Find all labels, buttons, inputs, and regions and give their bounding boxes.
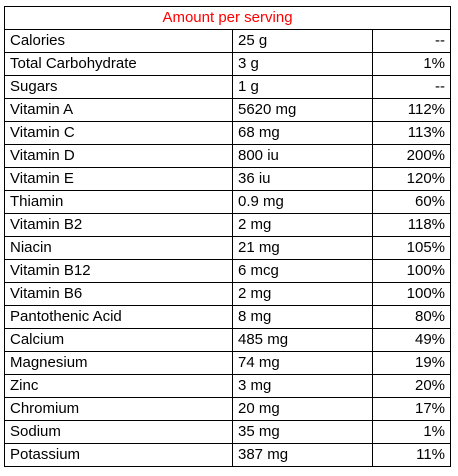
header-row: Amount per serving (3, 6, 452, 30)
nutrient-amount: 3 mg (232, 374, 373, 398)
nutrient-name: Magnesium (4, 351, 233, 375)
amount-per-serving-header: Amount per serving (3, 6, 452, 30)
nutrient-daily-value: 113% (371, 121, 452, 145)
nutrient-row: Total Carbohydrate 3 g 1% (4, 52, 452, 76)
nutrient-amount: 3 g (232, 52, 373, 76)
nutrient-name: Calcium (4, 328, 233, 352)
nutrient-name: Total Carbohydrate (4, 52, 233, 76)
nutrient-row: Thiamin 0.9 mg 60% (4, 190, 452, 214)
nutrient-daily-value: 1% (371, 420, 452, 444)
nutrient-amount: 8 mg (232, 305, 373, 329)
nutrient-name: Potassium (4, 443, 233, 467)
nutrient-name: Sodium (4, 420, 233, 444)
nutrient-amount: 25 g (232, 29, 373, 53)
nutrient-name: Sugars (4, 75, 233, 99)
nutrition-table-body: Amount per serving Calories 25 g -- Total C… (3, 6, 452, 467)
nutrient-daily-value: 60% (371, 190, 452, 214)
nutrient-row: Calcium 485 mg 49% (4, 328, 452, 352)
nutrient-row: Potassium 387 mg 11% (4, 443, 452, 467)
nutrient-daily-value: 19% (371, 351, 452, 375)
nutrient-amount: 21 mg (232, 236, 373, 260)
nutrient-row: Calories 25 g -- (4, 29, 452, 53)
nutrient-daily-value: 80% (371, 305, 452, 329)
nutrient-row: Vitamin C 68 mg 113% (4, 121, 452, 145)
nutrient-row: Vitamin B12 6 mcg 100% (4, 259, 452, 283)
nutrient-daily-value: 49% (371, 328, 452, 352)
nutrient-name: Pantothenic Acid (4, 305, 233, 329)
nutrient-amount: 485 mg (232, 328, 373, 352)
nutrient-daily-value: -- (371, 29, 452, 53)
nutrient-daily-value: 17% (371, 397, 452, 421)
nutrient-row: Niacin 21 mg 105% (4, 236, 452, 260)
nutrient-amount: 68 mg (232, 121, 373, 145)
nutrient-daily-value: 105% (371, 236, 452, 260)
nutrient-daily-value: 20% (371, 374, 452, 398)
nutrient-name: Chromium (4, 397, 233, 421)
nutrition-facts-table: Amount per serving Calories 25 g -- Total C… (3, 6, 452, 467)
nutrient-daily-value: 100% (371, 282, 452, 306)
nutrient-amount: 5620 mg (232, 98, 373, 122)
nutrient-amount: 387 mg (232, 443, 373, 467)
nutrient-daily-value: 200% (371, 144, 452, 168)
nutrient-name: Vitamin B12 (4, 259, 233, 283)
nutrient-daily-value: 120% (371, 167, 452, 191)
nutrient-name: Zinc (4, 374, 233, 398)
nutrient-name: Calories (4, 29, 233, 53)
nutrient-amount: 20 mg (232, 397, 373, 421)
nutrient-daily-value: 100% (371, 259, 452, 283)
nutrient-row: Vitamin E 36 iu 120% (4, 167, 452, 191)
nutrient-amount: 0.9 mg (232, 190, 373, 214)
nutrient-amount: 800 iu (232, 144, 373, 168)
nutrient-row: Pantothenic Acid 8 mg 80% (4, 305, 452, 329)
nutrient-name: Vitamin E (4, 167, 233, 191)
nutrient-daily-value: 11% (371, 443, 452, 467)
nutrient-daily-value: 118% (371, 213, 452, 237)
nutrient-amount: 1 g (232, 75, 373, 99)
nutrient-name: Vitamin B2 (4, 213, 233, 237)
nutrient-amount: 74 mg (232, 351, 373, 375)
nutrient-row: Magnesium 74 mg 19% (4, 351, 452, 375)
nutrient-amount: 2 mg (232, 282, 373, 306)
nutrient-name: Thiamin (4, 190, 233, 214)
nutrient-daily-value: 112% (371, 98, 452, 122)
nutrient-row: Zinc 3 mg 20% (4, 374, 452, 398)
nutrient-row: Vitamin D 800 iu 200% (4, 144, 452, 168)
nutrient-amount: 35 mg (232, 420, 373, 444)
nutrient-row: Vitamin B6 2 mg 100% (4, 282, 452, 306)
nutrient-row: Sodium 35 mg 1% (4, 420, 452, 444)
nutrient-amount: 6 mcg (232, 259, 373, 283)
nutrient-amount: 36 iu (232, 167, 373, 191)
nutrient-name: Vitamin A (4, 98, 233, 122)
nutrient-name: Vitamin C (4, 121, 233, 145)
nutrient-amount: 2 mg (232, 213, 373, 237)
nutrient-daily-value: -- (371, 75, 452, 99)
nutrient-daily-value: 1% (371, 52, 452, 76)
nutrient-name: Vitamin B6 (4, 282, 233, 306)
nutrient-row: Sugars 1 g -- (4, 75, 452, 99)
nutrient-row: Vitamin A 5620 mg 112% (4, 98, 452, 122)
nutrient-name: Vitamin D (4, 144, 233, 168)
nutrient-row: Vitamin B2 2 mg 118% (4, 213, 452, 237)
nutrient-row: Chromium 20 mg 17% (4, 397, 452, 421)
nutrient-name: Niacin (4, 236, 233, 260)
